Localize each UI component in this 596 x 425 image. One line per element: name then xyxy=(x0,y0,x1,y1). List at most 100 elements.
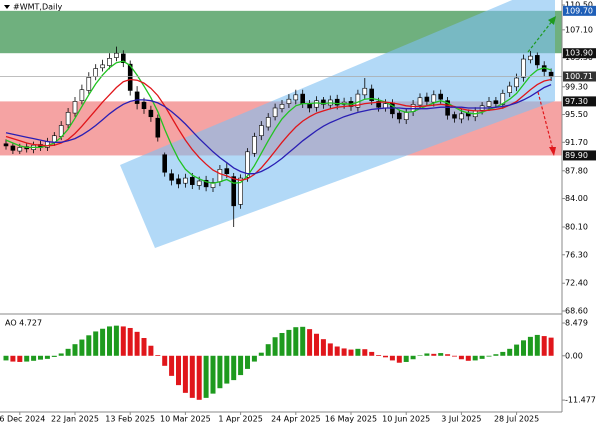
candle-body xyxy=(196,180,202,186)
x-tick-label: 22 Jan 2025 xyxy=(51,415,99,424)
down-arrowhead xyxy=(549,147,556,156)
ao-bar xyxy=(272,337,278,356)
ao-bar xyxy=(534,334,540,356)
candle-body xyxy=(548,71,554,77)
candle-body xyxy=(258,125,264,137)
ao-bar xyxy=(86,335,92,356)
y-tick-label: 68.60 xyxy=(565,307,588,316)
ao-bar xyxy=(293,327,299,356)
candle-body xyxy=(65,112,71,126)
x-tick-label: 28 Jul 2025 xyxy=(494,415,539,424)
up-arrowhead xyxy=(548,16,556,25)
ao-bar xyxy=(472,355,478,361)
candle-body xyxy=(300,93,306,104)
ao-bar xyxy=(265,344,271,356)
moving-average xyxy=(5,60,552,184)
candle-body xyxy=(362,87,368,96)
ao-bar xyxy=(127,327,133,356)
chart-title: #WMT,Daily xyxy=(13,3,62,12)
x-tick-label: 10 Jun 2025 xyxy=(382,415,430,424)
candle-body xyxy=(72,101,78,114)
ao-bar xyxy=(438,353,444,356)
candle-body xyxy=(86,77,92,91)
candle-body xyxy=(314,100,319,108)
ao-bar xyxy=(17,355,23,362)
candle-body xyxy=(176,178,181,185)
ao-bar xyxy=(51,355,57,357)
candle-body xyxy=(203,179,209,188)
candle-body xyxy=(17,147,23,152)
candle-body xyxy=(417,97,423,106)
ao-bar xyxy=(120,326,126,356)
ao-bar xyxy=(176,355,181,386)
ao-bar xyxy=(38,355,43,360)
candle-body xyxy=(3,143,9,147)
ao-title: AO 4.727 xyxy=(5,319,42,328)
candle-body xyxy=(403,112,409,120)
y-tick-label: 91.70 xyxy=(565,138,588,147)
ao-bar xyxy=(479,355,485,359)
y-tick-label: 87.80 xyxy=(565,166,588,175)
level-box xyxy=(563,150,596,161)
x-tick-label: 10 Mar 2025 xyxy=(160,415,211,424)
ao-bar xyxy=(548,337,554,356)
ao-bar xyxy=(300,326,306,356)
candle-body xyxy=(210,182,216,188)
ao-bar xyxy=(100,328,106,356)
candle-body xyxy=(127,63,133,91)
ao-bar xyxy=(58,353,64,356)
ao-bar xyxy=(3,355,9,361)
candle-body xyxy=(396,112,402,120)
ao-bar xyxy=(362,349,368,356)
ao-bar xyxy=(134,331,140,356)
candle-body xyxy=(493,100,499,104)
candle-body xyxy=(141,101,147,110)
candle-body xyxy=(424,96,430,102)
ao-bar xyxy=(196,355,202,400)
candle-body xyxy=(148,109,154,118)
ao-bar xyxy=(493,354,499,356)
ao-bar xyxy=(452,355,457,357)
ao-bar xyxy=(514,344,520,356)
ao-bar xyxy=(458,355,464,360)
candle-body xyxy=(376,101,381,108)
ao-bar xyxy=(500,351,506,356)
candle-body xyxy=(245,151,250,178)
ao-bar xyxy=(383,355,388,358)
ao-bar xyxy=(251,355,257,362)
x-tick-label: 3 Jul 2025 xyxy=(441,415,481,424)
ao-bar xyxy=(245,355,250,369)
ao-bar xyxy=(465,355,471,361)
candle-body xyxy=(231,176,236,207)
candle-body xyxy=(238,177,243,205)
y-tick-label: 76.30 xyxy=(565,250,588,259)
moving-average xyxy=(5,78,552,181)
candle-body xyxy=(534,55,540,66)
ao-bar xyxy=(424,353,430,356)
ao-bar xyxy=(65,348,71,356)
level-label: 100.71 xyxy=(565,72,593,81)
candle-body xyxy=(10,145,16,151)
candle-body xyxy=(528,55,533,61)
candle-body xyxy=(507,85,513,93)
ao-bar xyxy=(431,353,437,356)
level-label: 97.30 xyxy=(565,97,588,106)
ao-bar xyxy=(258,352,264,356)
candle-body xyxy=(134,91,140,104)
ao-bar xyxy=(445,354,451,356)
y-tick-label: 84.00 xyxy=(565,194,588,203)
x-tick-label: 24 Apr 2025 xyxy=(271,415,320,424)
candle-body xyxy=(183,177,188,184)
candle-body xyxy=(107,58,112,66)
candle-body xyxy=(486,101,492,107)
ao-bar xyxy=(24,355,30,362)
candle-body xyxy=(162,154,167,173)
ao-y-tick-label: -11.477 xyxy=(565,396,596,405)
y-tick-label: 99.30 xyxy=(565,82,588,91)
ao-bar xyxy=(189,355,195,398)
x-tick-label: 26 Dec 2024 xyxy=(0,415,45,424)
ao-bar xyxy=(376,355,382,356)
ao-bar xyxy=(238,355,244,376)
candle-body xyxy=(286,98,292,104)
